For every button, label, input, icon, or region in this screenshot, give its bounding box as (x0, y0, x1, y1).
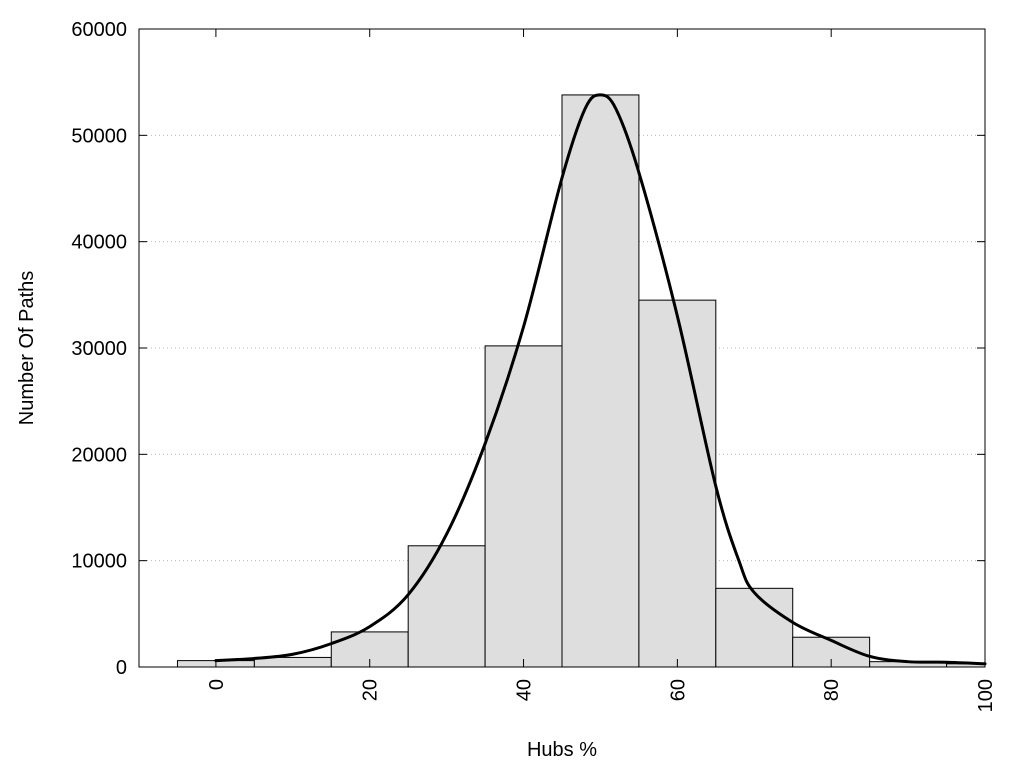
y-tick-label-40000: 40000 (71, 232, 127, 254)
grid-lines (139, 134, 985, 562)
y-axis-title: Number Of Paths (16, 271, 38, 426)
bar-5 (561, 94, 640, 668)
bar-7 (715, 587, 794, 668)
density-curve (214, 93, 987, 666)
bar-3 (407, 545, 486, 668)
y-tick-label-30000: 30000 (71, 338, 127, 360)
x-tick-label-60: 60 (667, 679, 689, 701)
y-tick-label-20000: 20000 (71, 444, 127, 466)
x-ticks: 0 20 40 60 80 100 (206, 29, 997, 712)
x-tick-label-20: 20 (360, 679, 382, 701)
y-tick-label-50000: 50000 (71, 125, 127, 147)
bars (176, 94, 986, 668)
x-tick-label-40: 40 (514, 679, 536, 701)
bar-4 (484, 345, 563, 668)
y-tick-label-10000: 10000 (71, 551, 127, 573)
density-curve-layer (214, 93, 987, 666)
y-ticks: 0 10000 20000 30000 40000 50000 60000 (71, 19, 985, 679)
y-tick-label-0: 0 (116, 657, 127, 679)
x-tick-label-80: 80 (821, 679, 843, 701)
x-tick-label-0: 0 (206, 679, 228, 690)
y-tick-label-60000: 60000 (71, 19, 127, 41)
x-tick-label-100: 100 (975, 679, 997, 712)
x-axis-title: Hubs % (527, 739, 597, 761)
bar-6 (638, 299, 717, 668)
